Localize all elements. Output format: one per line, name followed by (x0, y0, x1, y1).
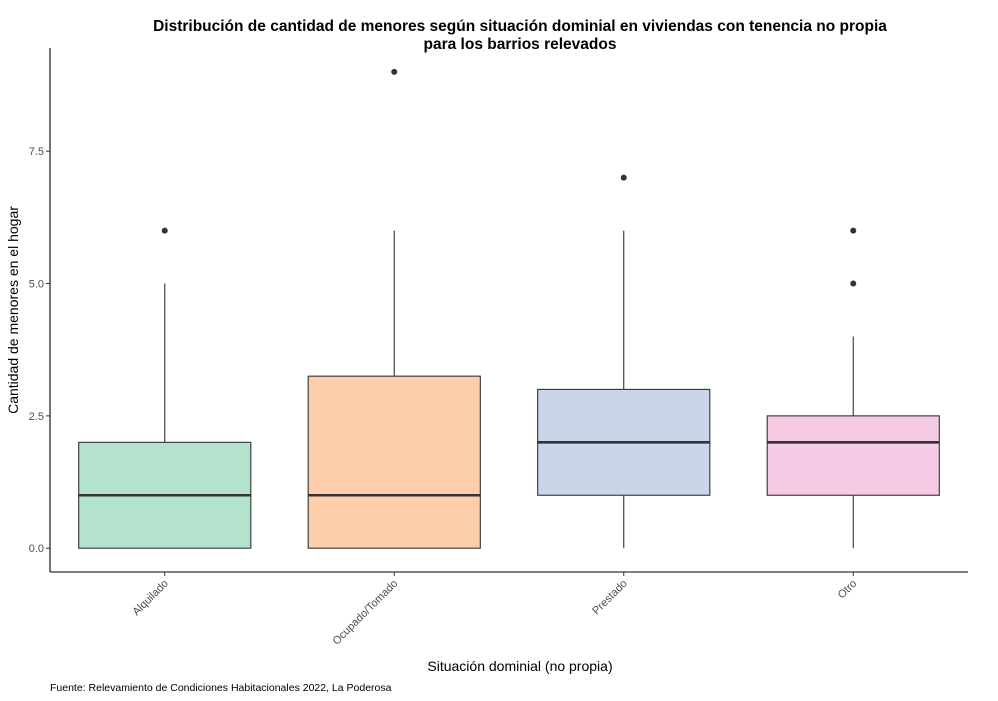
x-tick-label: Ocupado/Tomado (330, 578, 400, 648)
y-axis-ticks: 0.0 2.5 5.0 7.5 (29, 146, 50, 555)
x-axis-title: Situación dominial (no propia) (427, 658, 612, 674)
x-tick-label: Otro (836, 578, 860, 602)
outlier-point (391, 68, 398, 75)
y-axis-title: Cantidad de menores en el hogar (5, 206, 21, 414)
x-tick-label: Alquilado (130, 578, 170, 618)
box-group (537, 174, 711, 549)
box-group (766, 227, 940, 549)
outlier-point (850, 227, 857, 234)
outlier-point (161, 227, 168, 234)
box-group (307, 68, 481, 549)
source-caption: Fuente: Relevamiento de Condiciones Habi… (50, 682, 392, 694)
box-iqr (307, 375, 481, 549)
y-tick-label: 5.0 (29, 279, 44, 291)
outlier-point (620, 174, 627, 181)
x-axis-ticks: Alquilado Ocupado/Tomado Prestado Otro (130, 572, 859, 648)
outlier-point (850, 280, 857, 287)
chart-title-line-1: Distribución de cantidad de menores segú… (153, 18, 887, 35)
x-tick-label: Prestado (590, 578, 630, 618)
plot-area (78, 68, 940, 549)
chart-title-line-2: para los barrios relevados (424, 36, 617, 53)
y-tick-label: 2.5 (29, 411, 44, 423)
y-tick-label: 7.5 (29, 146, 44, 158)
box-iqr (766, 415, 940, 496)
y-tick-label: 0.0 (29, 543, 44, 555)
box-group (78, 227, 252, 549)
